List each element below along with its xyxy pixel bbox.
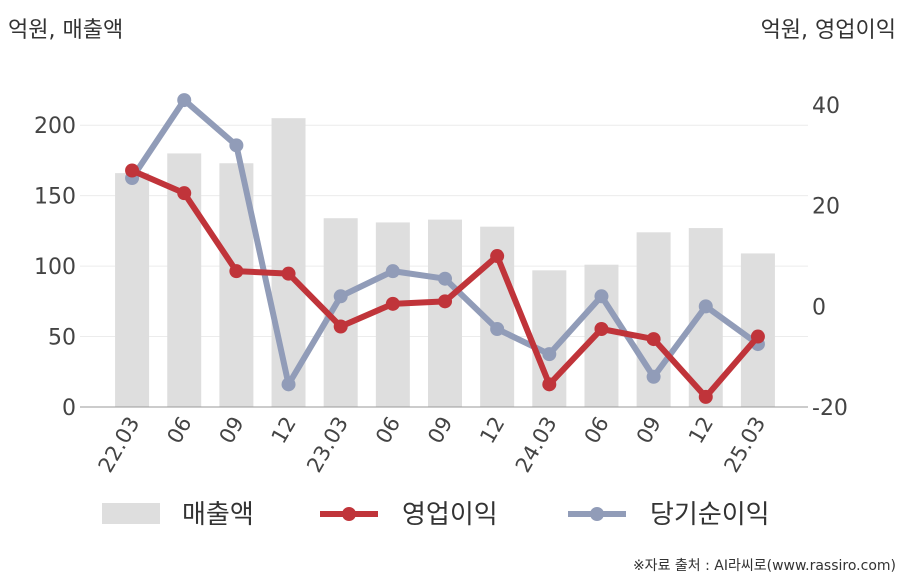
- legend-label-revenue: 매출액: [182, 500, 254, 530]
- point-operating-profit: [438, 294, 452, 309]
- left-tick-label: 100: [34, 255, 76, 280]
- right-axis-unit-label: 억원, 영업이익: [761, 18, 896, 43]
- point-net-income: [385, 264, 400, 279]
- x-axis-ticks: 22.03 06 09 12 23.03 06 09 12 24.03 06 09 12 25.03: [94, 412, 771, 476]
- left-axis-ticks: 0 50 100 150 200: [34, 114, 76, 421]
- x-tick-label: 23.03: [302, 413, 353, 477]
- point-operating-profit: [750, 329, 765, 344]
- point-net-income: [542, 347, 557, 362]
- x-tick-label: 09: [423, 413, 457, 448]
- point-net-income: [333, 289, 348, 304]
- left-axis-unit-label: 억원, 매출액: [8, 18, 123, 43]
- x-tick-label: 25.03: [719, 413, 770, 477]
- left-tick-label: 150: [34, 185, 76, 210]
- legend-label-operating-profit: 영업이익: [402, 500, 498, 530]
- point-net-income: [646, 369, 661, 384]
- bar-revenue: [271, 118, 306, 407]
- point-operating-profit: [646, 332, 661, 347]
- right-tick-label: -20: [812, 396, 848, 421]
- right-axis-ticks: -20 0 20 40: [812, 94, 848, 421]
- point-net-income: [698, 299, 713, 314]
- x-tick-label: 12: [475, 412, 509, 447]
- x-tick-label: 09: [632, 413, 666, 448]
- point-net-income: [229, 138, 244, 153]
- point-operating-profit: [281, 266, 296, 281]
- point-operating-profit: [542, 377, 557, 392]
- point-operating-profit: [333, 319, 348, 334]
- x-tick-label: 06: [580, 413, 614, 448]
- legend-marker-operating-profit: [342, 507, 356, 521]
- x-tick-label: 22.03: [94, 413, 145, 477]
- point-operating-profit: [698, 389, 713, 404]
- point-net-income: [438, 271, 452, 286]
- source-note: ※자료 출처 : AI라씨로(www.rassiro.com): [633, 558, 896, 574]
- x-tick-label: 09: [215, 413, 249, 448]
- revenue-bars: [115, 118, 775, 407]
- point-net-income: [594, 289, 609, 304]
- right-tick-label: 40: [812, 94, 840, 119]
- x-tick-label: 24.03: [511, 413, 562, 477]
- left-tick-label: 50: [48, 326, 76, 351]
- point-operating-profit: [229, 264, 244, 279]
- right-tick-label: 0: [812, 295, 826, 320]
- right-tick-label: 20: [812, 195, 840, 220]
- point-net-income: [281, 377, 296, 392]
- x-tick-label: 12: [267, 413, 301, 448]
- legend-swatch-revenue: [102, 503, 160, 524]
- legend-marker-net-income: [590, 507, 604, 521]
- bar-revenue: [375, 222, 410, 407]
- point-operating-profit: [385, 296, 400, 311]
- point-operating-profit: [490, 249, 505, 264]
- x-tick-label: 06: [371, 413, 405, 448]
- point-net-income: [490, 322, 505, 337]
- x-tick-label: 12: [684, 413, 718, 448]
- legend-label-net-income: 당기순이익: [650, 500, 770, 530]
- bar-revenue: [115, 173, 150, 407]
- point-operating-profit: [125, 163, 140, 178]
- line-series: [125, 93, 765, 404]
- x-tick-label: 06: [162, 413, 196, 448]
- legend: 매출액 영업이익 당기순이익: [102, 500, 770, 530]
- bar-revenue: [428, 219, 462, 407]
- left-tick-label: 0: [62, 396, 76, 421]
- point-operating-profit: [594, 322, 609, 337]
- point-operating-profit: [177, 186, 192, 201]
- left-tick-label: 200: [34, 114, 76, 139]
- point-net-income: [177, 93, 192, 108]
